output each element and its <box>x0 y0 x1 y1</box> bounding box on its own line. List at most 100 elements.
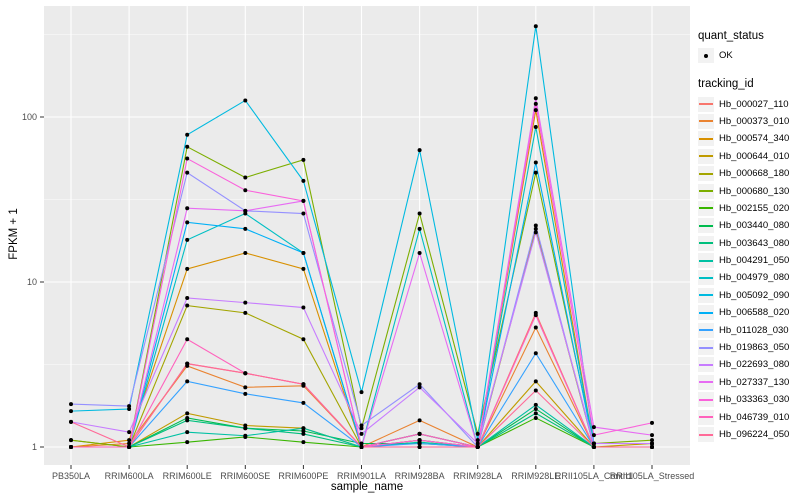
plot-panel <box>44 6 690 465</box>
legend-item: Hb_033363_030 <box>698 391 800 408</box>
x-axis-title: sample_name <box>330 481 404 493</box>
legend-item-label: Hb_000027_110 <box>719 98 789 110</box>
legend-title-quant-status: quant_status <box>698 30 764 42</box>
data-point <box>591 425 596 430</box>
legend-item-ok: OK <box>698 47 800 64</box>
data-point <box>243 98 248 103</box>
data-point <box>127 406 132 411</box>
line-key-icon <box>698 392 714 408</box>
line-key-icon <box>698 322 714 338</box>
data-point <box>533 96 538 101</box>
data-point <box>243 226 248 231</box>
line-key-icon <box>698 96 714 112</box>
data-point <box>301 400 306 405</box>
line-key-icon <box>698 235 714 251</box>
line-key-icon <box>698 427 714 442</box>
line-key-icon <box>698 218 714 234</box>
x-tick-label: RRIM600PE <box>278 471 328 481</box>
line-key-icon <box>698 409 714 425</box>
data-point <box>533 325 538 330</box>
data-point <box>650 420 654 425</box>
data-point <box>301 431 306 436</box>
data-point <box>69 419 73 424</box>
x-tick-label: PB350LA <box>52 471 90 481</box>
line-key-icon <box>698 305 714 321</box>
legend-item-label: Hb_004291_050 <box>719 255 790 267</box>
data-point <box>185 156 190 161</box>
legend-item: Hb_006588_020 <box>698 304 800 321</box>
data-point <box>533 406 538 411</box>
legend-item: Hb_003440_080 <box>698 217 800 234</box>
line-key-icon <box>698 287 714 303</box>
data-point <box>127 404 132 409</box>
data-point <box>359 445 364 449</box>
legend-item-label: Hb_096224_050 <box>719 429 790 440</box>
legend-item-label: Hb_022693_080 <box>719 359 790 371</box>
data-point <box>243 433 248 438</box>
data-point <box>185 361 190 366</box>
legend-item-label: Hb_003643_080 <box>719 237 790 249</box>
data-point <box>417 211 422 216</box>
data-point <box>301 250 306 255</box>
data-point <box>127 445 132 449</box>
data-point <box>417 445 422 449</box>
data-point <box>475 445 480 449</box>
y-axis-title: FPKM + 1 <box>8 208 20 260</box>
legend: quant_status OK tracking_id Hb_000027_11… <box>698 0 800 443</box>
data-point <box>127 441 132 446</box>
data-point <box>185 266 190 271</box>
legend-item-label: Hb_000574_340 <box>719 133 790 145</box>
legend-item: Hb_005092_090 <box>698 287 800 304</box>
legend-tracking-id-list: Hb_000027_110 Hb_000373_010 Hb_000574_340 H… <box>698 95 800 443</box>
data-point <box>359 390 364 395</box>
data-point <box>417 418 422 423</box>
data-point <box>185 440 190 445</box>
y-tick-label: 100 <box>22 112 37 122</box>
data-point <box>185 337 190 342</box>
data-point <box>301 426 306 431</box>
data-point <box>301 178 306 183</box>
x-tick-label: RRIM928LA <box>453 471 502 481</box>
legend-item: Hb_096224_050 <box>698 426 800 443</box>
legend-item: Hb_046739_010 <box>698 408 800 425</box>
legend-item-label: Hb_003440_080 <box>719 220 790 232</box>
legend-item: Hb_002155_020 <box>698 200 800 217</box>
data-point <box>417 385 422 390</box>
data-point <box>591 441 596 446</box>
data-point <box>69 409 73 414</box>
point-key-icon <box>698 48 714 64</box>
x-tick-label: RRIM600SE <box>220 471 270 481</box>
data-point <box>533 379 538 384</box>
data-point <box>243 188 248 193</box>
data-point <box>533 24 538 29</box>
data-point <box>301 440 306 445</box>
data-point <box>417 382 422 387</box>
data-point <box>301 382 306 387</box>
data-point <box>650 441 654 446</box>
data-point <box>417 226 422 231</box>
data-point <box>533 230 538 235</box>
legend-item-label: Hb_000373_010 <box>719 115 790 127</box>
data-point <box>185 418 190 423</box>
legend-item: Hb_000668_180 <box>698 165 800 182</box>
data-point <box>650 445 654 449</box>
data-point <box>417 148 422 153</box>
data-point <box>243 250 248 255</box>
data-point <box>301 429 306 434</box>
y-tick-label: 10 <box>27 277 37 287</box>
data-point <box>243 175 248 180</box>
x-tick-label: RRII105LA_Stressed <box>610 471 695 481</box>
x-tick-label: RRIM600LE <box>163 471 212 481</box>
data-point <box>533 108 538 113</box>
legend-item-label: Hb_027337_130 <box>719 376 790 388</box>
data-point <box>417 438 422 443</box>
data-point <box>185 237 190 242</box>
data-point <box>650 433 654 438</box>
legend-item: Hb_000373_010 <box>698 113 800 130</box>
legend-item-label: Hb_019863_050 <box>719 342 790 354</box>
data-point <box>533 124 538 129</box>
y-tick-label: 1 <box>32 442 37 452</box>
legend-item: Hb_019863_050 <box>698 339 800 356</box>
data-point <box>185 295 190 300</box>
